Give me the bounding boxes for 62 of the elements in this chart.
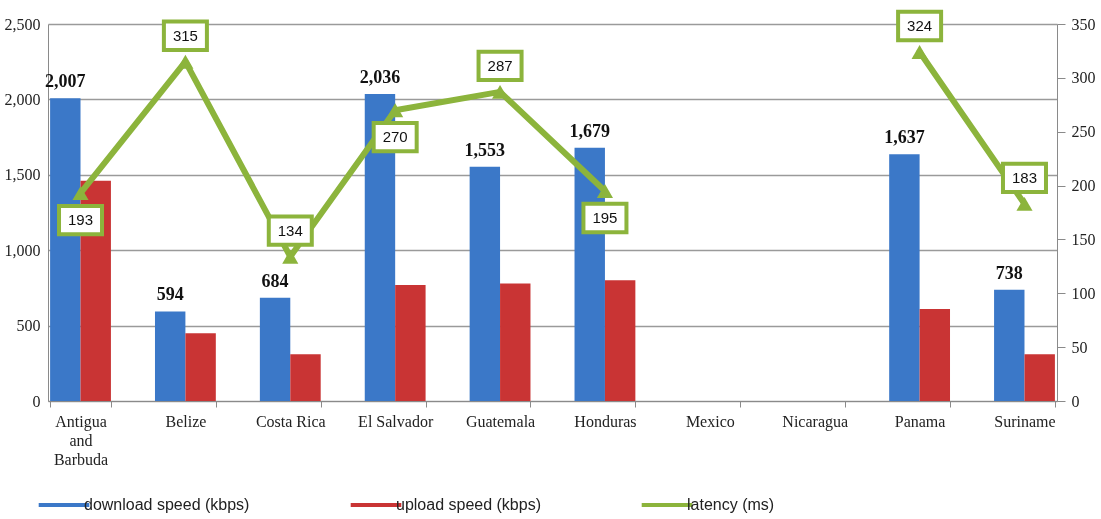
x-tick-label: Guatemala — [465, 412, 536, 430]
y2-tick-label: 100 — [1071, 284, 1096, 302]
y-tick-label: 500 — [16, 317, 41, 335]
data-label: 684 — [261, 270, 289, 291]
data-label: 183 — [1011, 168, 1037, 186]
data-label: 1,679 — [569, 120, 610, 141]
y2-tick-label: 50 — [1071, 338, 1088, 356]
bar — [500, 283, 531, 401]
y-tick-label: 2,500 — [4, 15, 41, 33]
x-tick-label: Honduras — [574, 412, 637, 430]
y2-tick-label: 0 — [1071, 392, 1080, 410]
data-label: 134 — [277, 221, 303, 239]
data-label: 2,036 — [359, 66, 401, 87]
y-tick-label: 1,000 — [4, 241, 41, 259]
data-label: 193 — [68, 211, 94, 229]
y2-tick-label: 250 — [1071, 123, 1096, 141]
data-label: 738 — [995, 262, 1023, 283]
data-label: 1,637 — [884, 127, 925, 148]
x-tick-label: Mexico — [685, 412, 735, 430]
y2-tick-label: 350 — [1071, 15, 1096, 33]
point — [177, 54, 194, 69]
x-tick-label: Costa Rica — [255, 412, 326, 430]
bar — [395, 284, 426, 401]
x-tick-label: Suriname — [994, 412, 1056, 430]
data-label: 594 — [156, 284, 184, 305]
y-tick-label: 2,000 — [4, 90, 41, 108]
bar — [259, 297, 291, 401]
legend-label: latency (ms) — [687, 496, 775, 513]
point — [1016, 196, 1033, 211]
bar — [290, 354, 321, 401]
y-tick-label: 1,500 — [4, 166, 41, 184]
y2-tick-label: 200 — [1071, 177, 1096, 195]
data-label: 1,553 — [464, 139, 506, 160]
legend-label: download speed (kbps) — [84, 496, 250, 513]
x-tick-label: El Salvador — [358, 412, 434, 430]
point — [596, 183, 613, 198]
data-label: 324 — [907, 17, 933, 35]
bar — [185, 333, 216, 401]
bar — [1024, 354, 1055, 401]
data-label: 287 — [487, 56, 513, 74]
y2-tick-label: 300 — [1071, 69, 1096, 87]
data-label: 315 — [172, 26, 198, 44]
x-tick-label: Nicaragua — [782, 412, 849, 431]
y-tick-label: 0 — [32, 392, 41, 410]
point — [911, 45, 928, 59]
bar — [604, 280, 636, 401]
data-label: 2,007 — [45, 71, 86, 92]
bar — [889, 154, 920, 401]
bar — [154, 311, 186, 401]
y2-tick-label: 150 — [1071, 230, 1096, 248]
bar — [919, 309, 951, 401]
point — [72, 186, 89, 201]
point — [282, 249, 299, 264]
x-tick-label: Antigua and Barbuda — [53, 412, 109, 468]
bar — [994, 289, 1025, 401]
point — [387, 103, 404, 118]
x-tick-label: Panama — [894, 412, 946, 430]
data-label: 195 — [592, 208, 618, 226]
legend-label: upload speed (kbps) — [396, 496, 541, 513]
x-tick-label: Belize — [165, 412, 207, 430]
bar — [469, 166, 501, 401]
data-label: 270 — [382, 128, 408, 146]
